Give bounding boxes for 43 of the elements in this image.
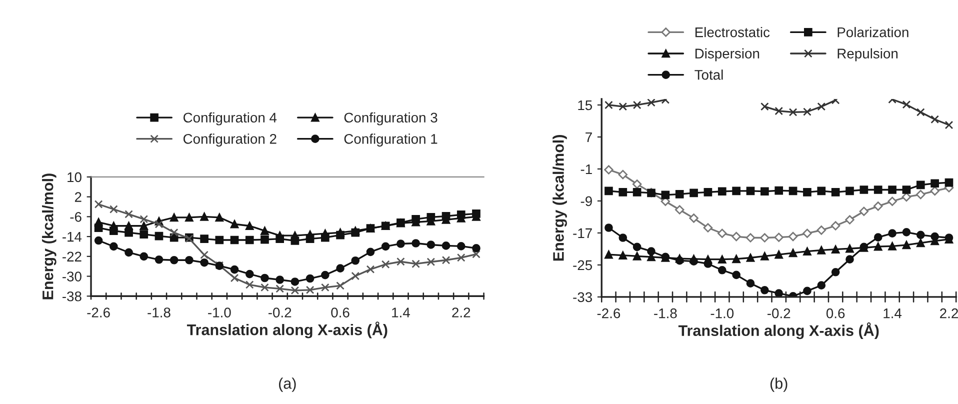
x-tick-label: 2.2	[452, 308, 470, 318]
x-tick-label: -1.8	[654, 308, 677, 318]
legend-label: Configuration 2	[184, 134, 276, 147]
y-tick-label: -6	[70, 212, 82, 222]
legend-label: Electrostatic	[695, 27, 770, 38]
legend-label: Total	[694, 70, 723, 80]
y-tick-label: 2	[74, 192, 82, 202]
y-axis-title: Energy (kcal/mol)	[42, 174, 56, 300]
legend-label: Configuration 4	[184, 112, 277, 126]
x-tick-label: -0.2	[268, 308, 292, 318]
y-tick-label: -14	[62, 232, 82, 242]
y-tick-label: 7	[586, 132, 592, 142]
text: (b)	[770, 378, 788, 392]
x-tick-label: -2.6	[597, 308, 620, 318]
x-tick-label: -2.6	[87, 308, 110, 318]
legend-label: Configuration 1	[344, 134, 438, 147]
x-tick-label: 1.4	[884, 308, 902, 318]
x-axis-title: Translation along X-axis (Å)	[186, 322, 388, 338]
y-tick-label: -33	[573, 292, 592, 302]
x-tick-label: -0.2	[768, 308, 790, 318]
x-tick-label: 2.2	[940, 308, 958, 318]
x-tick-label: 0.6	[331, 308, 350, 318]
x-tick-label: -1.0	[208, 308, 231, 318]
y-tick-label: -25	[573, 260, 592, 270]
y-tick-label: -17	[573, 228, 592, 238]
x-tick-label: -1.8	[148, 308, 170, 318]
x-tick-label: 0.6	[826, 308, 845, 318]
legend-label: Polarization	[838, 27, 908, 38]
y-axis-title: Energy (kcal/mol)	[552, 135, 567, 261]
x-axis-title: Translation along X-axis (Å)	[678, 322, 879, 340]
y-tick-label: -9	[580, 196, 592, 206]
text: (a)	[279, 378, 296, 392]
legend-label: Repulsion	[838, 48, 898, 62]
y-tick-label: -38	[62, 291, 82, 302]
y-tick-label: 15	[578, 100, 592, 110]
legend-label: Dispersion	[695, 48, 760, 62]
y-tick-label: -1	[580, 164, 592, 174]
legend-label: Configuration 3	[344, 112, 438, 126]
y-tick-label: -22	[62, 252, 82, 262]
x-tick-label: -1.0	[710, 308, 734, 318]
y-tick-label: 10	[68, 172, 82, 182]
x-tick-label: 1.4	[392, 308, 410, 318]
y-tick-label: -30	[62, 272, 82, 282]
